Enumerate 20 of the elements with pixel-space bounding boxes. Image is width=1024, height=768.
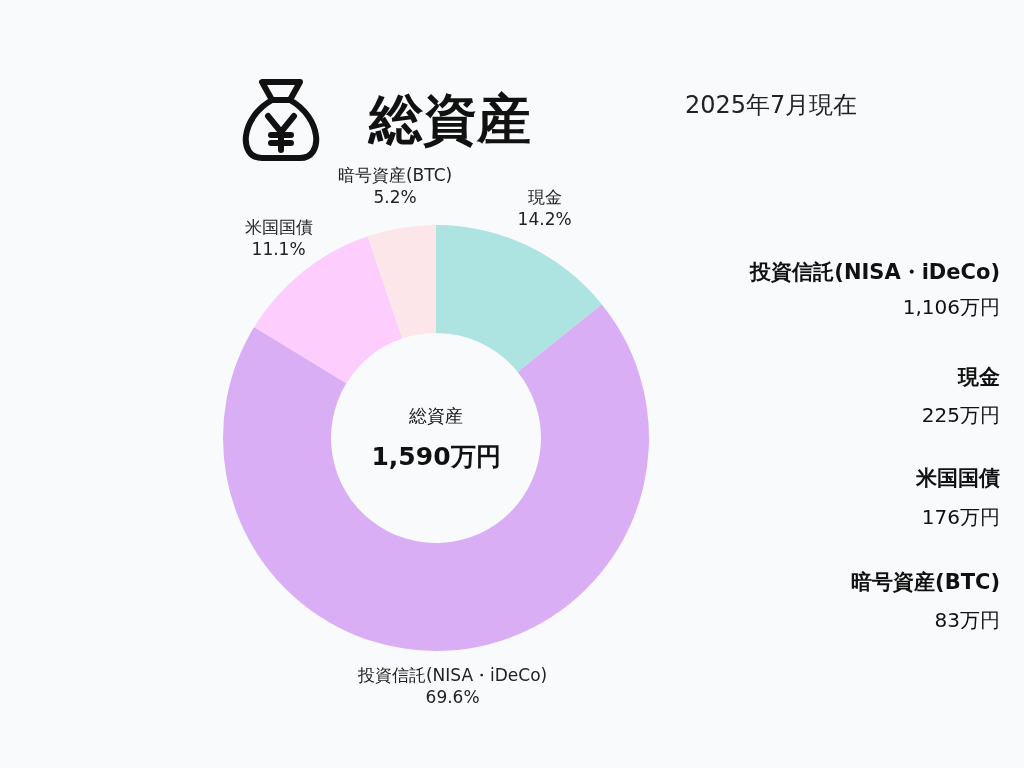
text: 総資産 (408, 405, 463, 426)
text: 2025年7月現在 (685, 91, 858, 119)
text: 83万円 (934, 608, 1000, 632)
text: 1,590万円 (371, 442, 501, 471)
data-label: 69.6% (425, 687, 480, 708)
text: 暗号資産(BTC) (851, 570, 1000, 594)
text: 現金 (957, 365, 1000, 389)
slice-label: 米国国債 (244, 217, 313, 238)
data-label: 14.2% (517, 208, 572, 229)
text: 225万円 (921, 403, 1000, 427)
text: 1,106万円 (902, 295, 1000, 319)
text: 米国国債 (915, 466, 1000, 490)
text: 投資信託(NISA・iDeCo) (749, 260, 1000, 284)
text: 176万円 (921, 505, 1000, 529)
slice-label: 投資信託(NISA・iDeCo) (356, 665, 548, 686)
data-label: 5.2% (373, 187, 417, 208)
chart-title: 総資産 (367, 88, 531, 151)
slice-label: 暗号資産(BTC) (337, 165, 453, 186)
slice-label: 現金 (527, 186, 562, 207)
data-label: 11.1% (251, 239, 306, 260)
